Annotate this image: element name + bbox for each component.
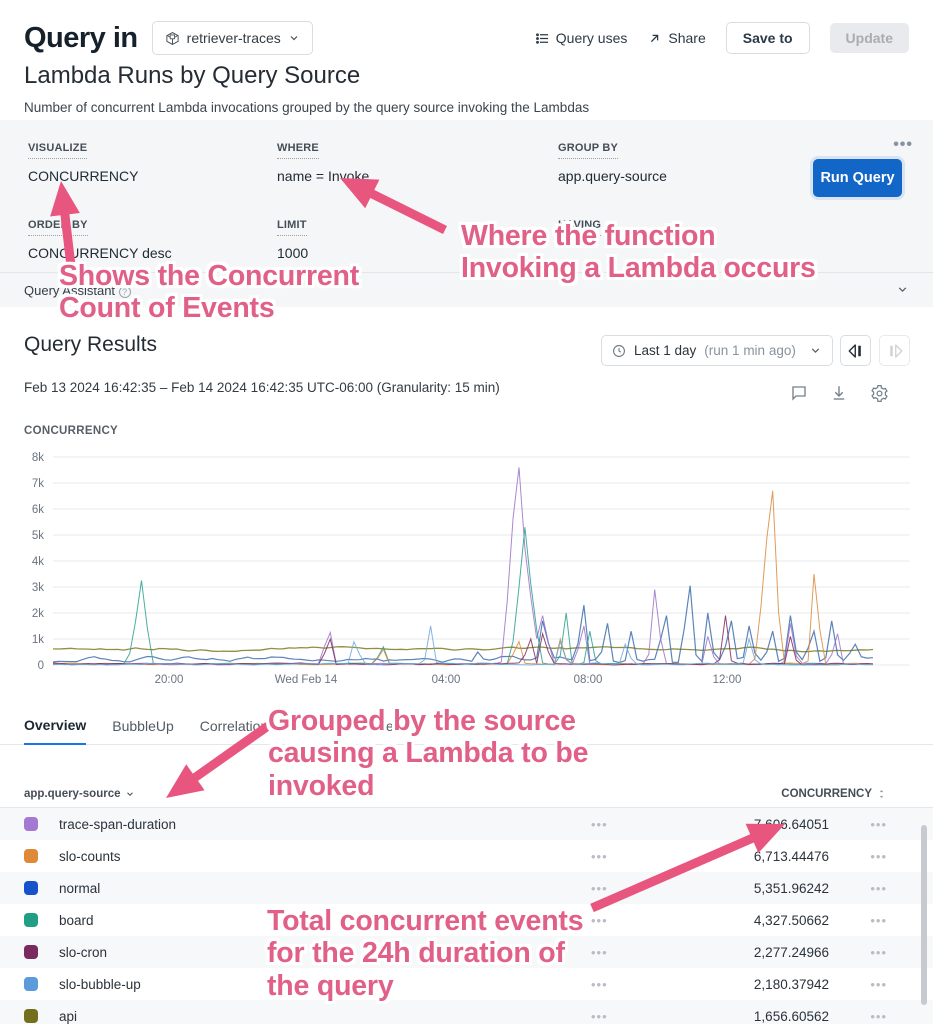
svg-text:8k: 8k <box>32 452 44 464</box>
svg-text:2k: 2k <box>32 608 44 620</box>
svg-text:12:00: 12:00 <box>713 674 742 685</box>
svg-text:6k: 6k <box>32 504 44 516</box>
svg-text:Wed Feb 14: Wed Feb 14 <box>275 674 338 685</box>
svg-text:08:00: 08:00 <box>574 674 603 685</box>
svg-text:4k: 4k <box>32 556 44 568</box>
svg-text:3k: 3k <box>32 582 44 594</box>
svg-text:1k: 1k <box>32 634 44 646</box>
svg-text:04:00: 04:00 <box>432 674 461 685</box>
svg-text:20:00: 20:00 <box>155 674 184 685</box>
svg-text:5k: 5k <box>32 530 44 542</box>
svg-text:0: 0 <box>38 660 44 672</box>
svg-text:7k: 7k <box>32 478 44 490</box>
